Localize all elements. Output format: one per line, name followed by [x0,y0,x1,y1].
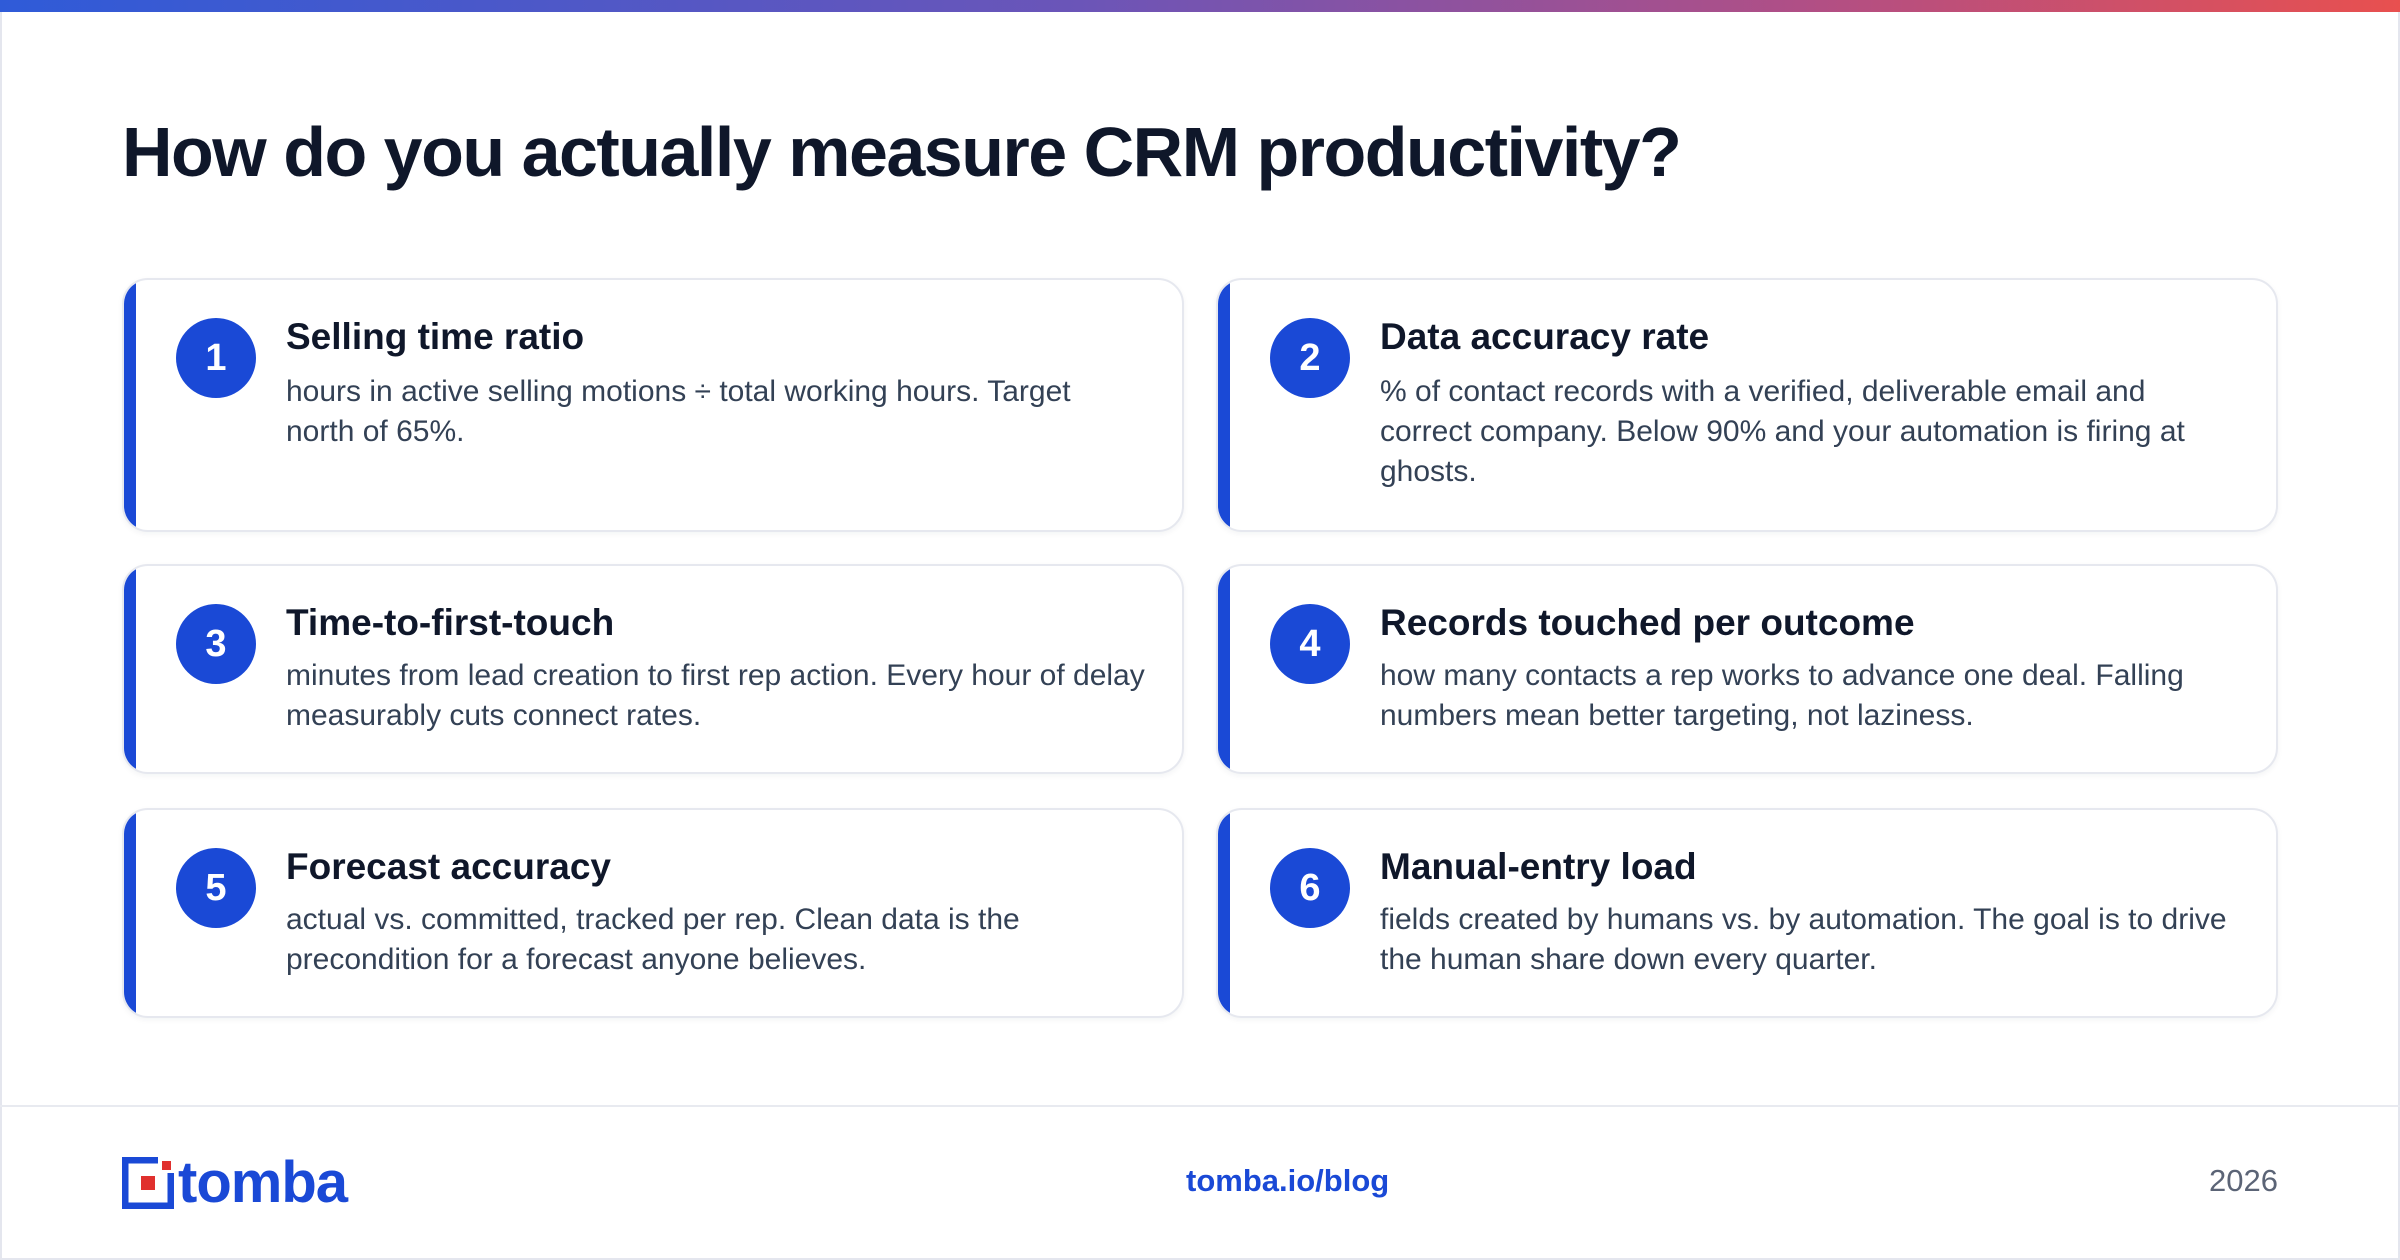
card-accent-bar [1218,810,1230,1016]
card-description: hours in active selling motions ÷ total … [286,375,1071,448]
card-accent-bar [124,566,136,772]
top-gradient-bar [0,0,2400,12]
metric-card-manual-entry-load: 6 Manual-entry load fields created by hu… [1216,808,2278,1018]
metric-card-selling-time-ratio: 1 Selling time ratio hours in active sel… [122,278,1184,532]
number-badge: 6 [1270,848,1350,928]
card-description: actual vs. committed, tracked per rep. C… [286,903,1020,976]
number-badge: 4 [1270,604,1350,684]
card-title: Manual-entry load [1380,846,1697,887]
tomba-logo-mark-icon [121,1156,175,1210]
number-badge: 2 [1270,318,1350,398]
tomba-logo[interactable]: tomba [121,1150,348,1215]
card-title: Selling time ratio [286,316,585,357]
card-title: Records touched per outcome [1380,602,1915,643]
card-description: how many contacts a rep works to advance… [1380,659,2184,732]
metric-card-forecast-accuracy: 5 Forecast accuracy actual vs. committed… [122,808,1184,1018]
metric-card-data-accuracy-rate: 2 Data accuracy rate % of contact record… [1216,278,2278,532]
card-accent-bar [124,280,136,530]
footer-divider [0,1105,2400,1107]
number-badge: 5 [176,848,256,928]
card-accent-bar [124,810,136,1016]
card-title: Data accuracy rate [1380,316,1710,357]
card-title: Forecast accuracy [286,846,611,887]
blog-link[interactable]: tomba.io/blog [1186,1163,1390,1198]
card-description: minutes from lead creation to first rep … [286,659,1145,732]
tomba-logo-text: tomba [178,1150,348,1215]
card-accent-bar [1218,566,1230,772]
metric-card-records-touched-per-outcome: 4 Records touched per outcome how many c… [1216,564,2278,774]
number-badge: 3 [176,604,256,684]
card-accent-bar [1218,280,1230,530]
number-badge: 1 [176,318,256,398]
page-title: How do you actually measure CRM producti… [122,113,1682,191]
card-title: Time-to-first-touch [286,602,615,643]
card-description: % of contact records with a verified, de… [1380,375,2185,488]
card-description: fields created by humans vs. by automati… [1380,903,2227,976]
footer-year: 2026 [2209,1163,2278,1198]
metric-card-time-to-first-touch: 3 Time-to-first-touch minutes from lead … [122,564,1184,774]
